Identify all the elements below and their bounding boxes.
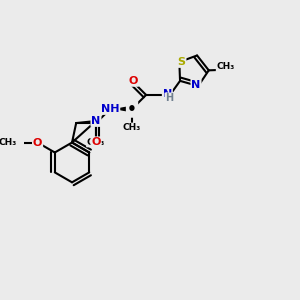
Text: •: • (127, 101, 137, 116)
Polygon shape (117, 106, 132, 112)
Text: CH₃: CH₃ (217, 62, 235, 71)
Text: O: O (33, 137, 42, 148)
Text: CH₃: CH₃ (123, 123, 141, 132)
Text: N: N (191, 80, 201, 90)
Text: O: O (129, 76, 138, 86)
Text: N: N (163, 88, 172, 99)
Text: S: S (178, 57, 185, 67)
Text: O: O (92, 137, 101, 147)
Text: CH₃: CH₃ (87, 138, 105, 147)
Text: N: N (91, 116, 101, 126)
Text: NH: NH (101, 104, 119, 114)
Text: H: H (165, 93, 173, 103)
Text: CH₃: CH₃ (0, 138, 16, 147)
